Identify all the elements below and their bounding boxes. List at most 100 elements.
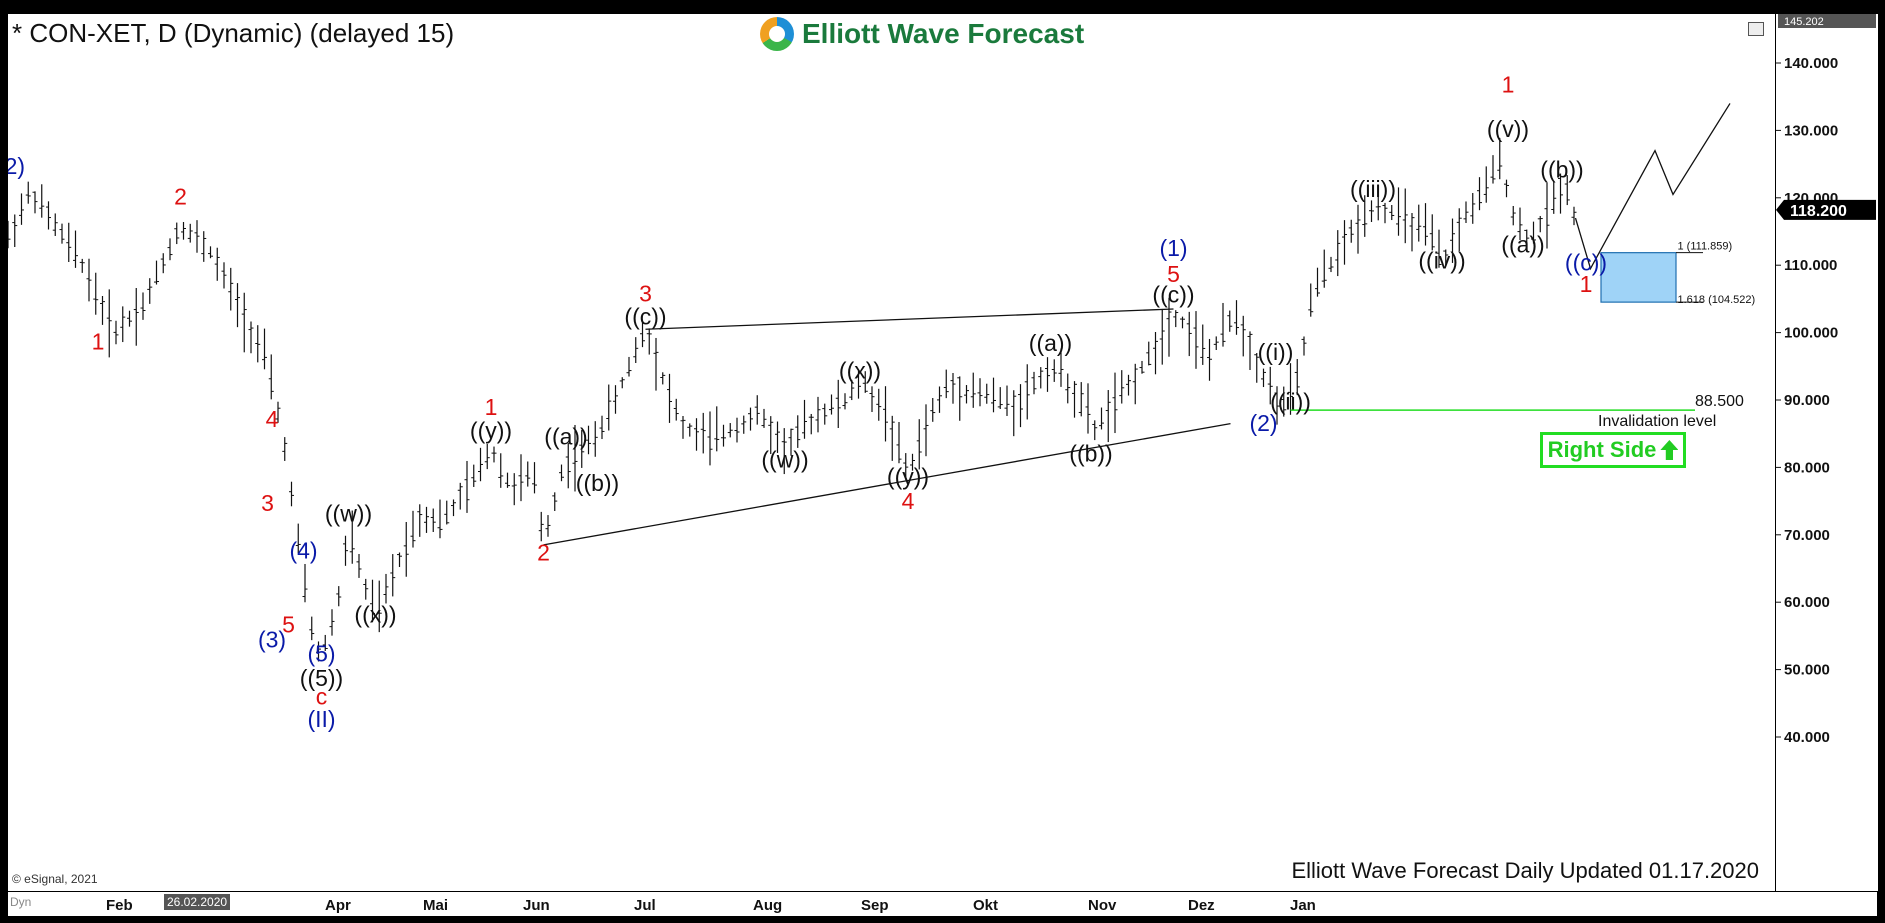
wave-label: ((iii)) xyxy=(1350,176,1396,202)
wave-label: (II) xyxy=(307,706,335,732)
ohlc-bar xyxy=(903,453,909,480)
ohlc-bar xyxy=(788,428,794,456)
dynamic-tag: Dyn xyxy=(10,895,32,909)
wave-label: ((5)) xyxy=(300,665,343,691)
ohlc-bar xyxy=(410,510,416,548)
ohlc-bar xyxy=(316,641,321,662)
ohlc-bar xyxy=(390,554,396,597)
price-axis[interactable]: 140.000 130.000 120.000 110.000 100.000 90.00… xyxy=(1775,14,1878,891)
brand-logo: Elliott Wave Forecast xyxy=(760,14,1084,54)
ohlc-bar xyxy=(653,337,659,391)
wave-label: ((w)) xyxy=(325,500,372,526)
wave-label: ((x)) xyxy=(839,357,881,383)
ohlc-bar xyxy=(1038,367,1044,389)
invalidation-value: 88.500 xyxy=(1695,393,1744,410)
ohlc-bar xyxy=(640,321,645,348)
ohlc-bar xyxy=(1490,155,1496,184)
ohlc-bar xyxy=(100,295,105,325)
ohlc-bar xyxy=(741,415,747,434)
ohlc-bar xyxy=(1423,203,1428,246)
ohlc-bar xyxy=(376,580,382,633)
ohlc-bar xyxy=(255,325,261,363)
ohlc-bar xyxy=(761,408,767,428)
wave-label: 1 xyxy=(92,328,105,354)
ohlc-bar xyxy=(1470,192,1476,224)
ohlc-bar xyxy=(700,412,706,454)
y-tick-label: 110.000 xyxy=(1784,257,1837,274)
ohlc-bar xyxy=(1139,360,1145,374)
wedge-upper-line xyxy=(645,308,1174,330)
wave-label: ((x)) xyxy=(354,601,396,627)
wave-label: 4 xyxy=(266,406,279,432)
ohlc-bar xyxy=(79,258,85,273)
ohlc-bar xyxy=(1227,310,1233,332)
fib-lower-label: 1.618 (104.522) xyxy=(1678,294,1756,306)
ohlc-bar xyxy=(356,553,362,578)
ohlc-bar xyxy=(991,377,996,413)
ohlc-bar xyxy=(937,386,942,413)
x-tick-label: Apr xyxy=(325,897,351,914)
wave-label: (3) xyxy=(258,626,286,652)
ohlc-bar xyxy=(343,535,348,566)
ohlc-bar xyxy=(1348,219,1354,243)
wave-label: ((c)) xyxy=(624,304,666,330)
ohlc-bar xyxy=(835,379,841,429)
ohlc-bar xyxy=(113,320,119,345)
ohlc-bar xyxy=(309,616,315,641)
ohlc-bar xyxy=(329,609,335,636)
ohlc-bar xyxy=(174,222,180,245)
ohlc-bar xyxy=(721,424,726,447)
ohlc-bar xyxy=(1072,381,1077,418)
ohlc-bar xyxy=(1571,206,1577,226)
ohlc-bar xyxy=(1180,316,1185,329)
ohlc-bar xyxy=(613,385,618,414)
wave-label: 1 xyxy=(1502,72,1515,98)
ohlc-bar xyxy=(781,428,787,475)
ohlc-bar xyxy=(1193,311,1199,369)
x-tick-label: Okt xyxy=(973,897,998,914)
x-tick-label: Mai xyxy=(423,897,448,914)
ohlc-bar xyxy=(1315,267,1320,297)
ohlc-bar xyxy=(883,386,888,442)
ohlc-bar xyxy=(599,415,605,440)
invalidation-label: Invalidation level xyxy=(1598,413,1716,430)
wave-label: ((c)) xyxy=(1152,281,1194,307)
wave-label: ((a)) xyxy=(544,423,587,449)
y-tick-label: 140.000 xyxy=(1784,55,1838,72)
ohlc-bar xyxy=(1308,283,1314,317)
ohlc-bar xyxy=(1112,372,1118,434)
ohlc-bar xyxy=(1436,229,1442,268)
ohlc-bar xyxy=(552,492,558,512)
x-tick-label: Feb xyxy=(106,897,133,914)
wave-label: (5) xyxy=(307,641,335,667)
ohlc-bar xyxy=(1173,310,1179,328)
x-tick-label: Aug xyxy=(753,897,782,914)
ohlc-bar xyxy=(856,369,861,399)
ohlc-bar xyxy=(1092,420,1098,441)
ohlc-bar xyxy=(201,231,207,262)
ohlc-bar xyxy=(1510,205,1516,226)
ohlc-bar xyxy=(687,423,693,437)
ohlc-bar xyxy=(1200,324,1206,365)
wave-label: (2) xyxy=(1249,410,1277,436)
ohlc-bar xyxy=(1335,230,1341,277)
x-tick-label: Sep xyxy=(861,897,889,914)
time-axis[interactable]: Feb Apr Mai Jun Jul Aug Sep Okt Nov Dez Jan xyxy=(8,891,1877,916)
ohlc-bar xyxy=(1301,336,1307,356)
ohlc-bar xyxy=(403,521,409,577)
ohlc-bar xyxy=(167,238,173,261)
ohlc-bar xyxy=(1153,331,1158,375)
ohlc-bar xyxy=(1254,352,1260,383)
ohlc-bar xyxy=(997,387,1003,409)
ohlc-bar xyxy=(289,481,294,507)
ohlc-bar xyxy=(606,384,612,431)
ohlc-bar xyxy=(646,328,652,355)
ohlc-bar xyxy=(1389,204,1395,221)
ohlc-bar xyxy=(59,223,65,244)
ohlc-bar xyxy=(133,288,139,346)
ohlc-bar xyxy=(235,283,240,328)
plot-area[interactable]: Invalidation level 88.500 1 (111.859) 1.618… xyxy=(0,14,1775,891)
window-restore-icon[interactable] xyxy=(1748,22,1764,36)
ohlc-bar xyxy=(228,267,234,311)
